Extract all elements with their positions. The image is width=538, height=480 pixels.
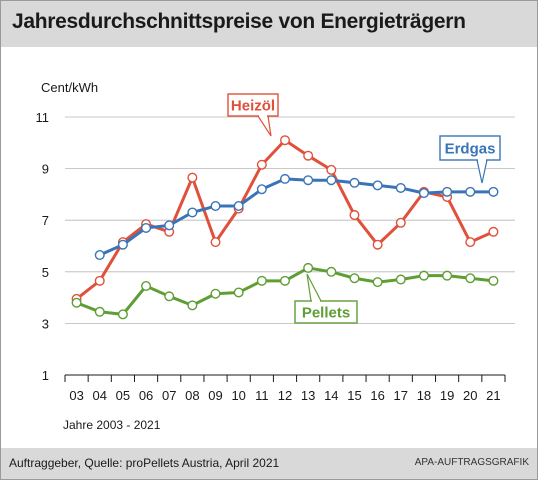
x-tick-label: 07 — [162, 388, 176, 403]
x-tick-label: 16 — [370, 388, 384, 403]
data-point-erdgas — [164, 220, 175, 231]
data-point-pellets — [372, 277, 383, 288]
x-tick-label: 12 — [278, 388, 292, 403]
data-point-pellets — [187, 300, 198, 311]
data-point-erdgas — [210, 201, 221, 212]
data-point-heiz-l — [187, 172, 198, 183]
callout-box-pellets — [294, 300, 358, 324]
data-point-pellets — [418, 270, 429, 281]
x-tick-label: 18 — [417, 388, 431, 403]
data-point-erdgas — [488, 186, 499, 197]
data-point-pellets — [94, 306, 105, 317]
title-bar: Jahresdurchschnittspreise von Energieträ… — [1, 1, 537, 47]
data-point-heiz-l — [395, 217, 406, 228]
data-point-erdgas — [303, 175, 314, 186]
series-line-erdgas — [99, 177, 494, 257]
data-point-pellets — [256, 275, 267, 286]
data-point-heiz-l — [303, 150, 314, 161]
y-tick-label: 3 — [42, 316, 49, 331]
data-point-erdgas — [442, 186, 453, 197]
data-point-erdgas — [256, 184, 267, 195]
callout-box-erdgas — [439, 135, 501, 161]
callout-pointer-pellets — [306, 273, 322, 302]
data-point-pellets — [141, 280, 152, 291]
y-tick-label: 5 — [42, 265, 49, 280]
data-point-pellets — [326, 266, 337, 277]
data-point-heiz-l — [488, 226, 499, 237]
x-tick-label: 13 — [301, 388, 315, 403]
callout-box-heiz-l — [227, 93, 279, 117]
data-point-pellets — [280, 275, 291, 286]
data-point-erdgas — [141, 222, 152, 233]
data-point-pellets — [303, 262, 314, 273]
x-tick-label: 14 — [324, 388, 338, 403]
y-axis-label: Cent/kWh — [41, 80, 98, 95]
series-label-heiz-l: Heizöl — [231, 98, 275, 115]
data-point-pellets — [164, 291, 175, 302]
x-tick-label: 08 — [185, 388, 199, 403]
data-point-heiz-l — [280, 135, 291, 146]
x-tick-label: 11 — [255, 388, 269, 403]
data-point-erdgas — [117, 239, 128, 250]
data-point-pellets — [465, 273, 476, 284]
data-point-erdgas — [418, 188, 429, 199]
x-tick-label: 21 — [486, 388, 500, 403]
x-tick-label: 19 — [440, 388, 454, 403]
x-tick-label: 09 — [208, 388, 222, 403]
x-tick-label: 15 — [347, 388, 361, 403]
x-tick-label: 10 — [231, 388, 245, 403]
data-point-pellets — [488, 275, 499, 286]
x-tick-label: 04 — [93, 388, 107, 403]
data-point-erdgas — [395, 182, 406, 193]
callout-pointer-erdgas — [476, 159, 488, 184]
data-point-heiz-l — [465, 237, 476, 248]
y-tick-label: 7 — [42, 213, 49, 228]
data-point-heiz-l — [256, 159, 267, 170]
x-tick-label: 06 — [139, 388, 153, 403]
footer-bar: Auftraggeber, Quelle: proPellets Austria… — [1, 448, 537, 479]
series-line-pellets — [76, 266, 494, 316]
data-point-erdgas — [372, 180, 383, 191]
chart-title: Jahresdurchschnittspreise von Energieträ… — [12, 10, 466, 33]
data-point-erdgas — [233, 201, 244, 212]
x-tick-label: 20 — [463, 388, 477, 403]
data-point-erdgas — [280, 173, 291, 184]
x-axis-label: Jahre 2003 - 2021 — [63, 418, 161, 432]
data-point-erdgas — [465, 186, 476, 197]
data-point-heiz-l — [94, 275, 105, 286]
data-point-pellets — [210, 288, 221, 299]
series-label-erdgas: Erdgas — [445, 141, 496, 158]
data-point-erdgas — [94, 250, 105, 261]
series-label-pellets: Pellets — [302, 305, 350, 322]
data-point-erdgas — [326, 175, 337, 186]
data-point-erdgas — [187, 207, 198, 218]
y-tick-label: 1 — [42, 368, 49, 383]
data-point-pellets — [233, 287, 244, 298]
data-point-pellets — [349, 273, 360, 284]
data-point-heiz-l — [372, 239, 383, 250]
source-note: Auftraggeber, Quelle: proPellets Austria… — [9, 456, 280, 470]
data-point-pellets — [71, 297, 82, 308]
data-point-pellets — [395, 274, 406, 285]
x-tick-label: 05 — [116, 388, 130, 403]
data-point-pellets — [442, 270, 453, 281]
y-tick-label: 11 — [36, 110, 50, 125]
callout-pointer-heiz-l — [256, 115, 272, 137]
data-point-heiz-l — [210, 237, 221, 248]
data-point-heiz-l — [326, 164, 337, 175]
x-tick-label: 17 — [394, 388, 408, 403]
y-tick-label: 9 — [42, 162, 49, 177]
data-point-heiz-l — [349, 210, 360, 221]
credit-note: APA-AUFTRAGSGRAFIK — [414, 457, 529, 468]
data-point-pellets — [117, 309, 128, 320]
data-point-erdgas — [349, 177, 360, 188]
x-tick-label: 03 — [69, 388, 83, 403]
